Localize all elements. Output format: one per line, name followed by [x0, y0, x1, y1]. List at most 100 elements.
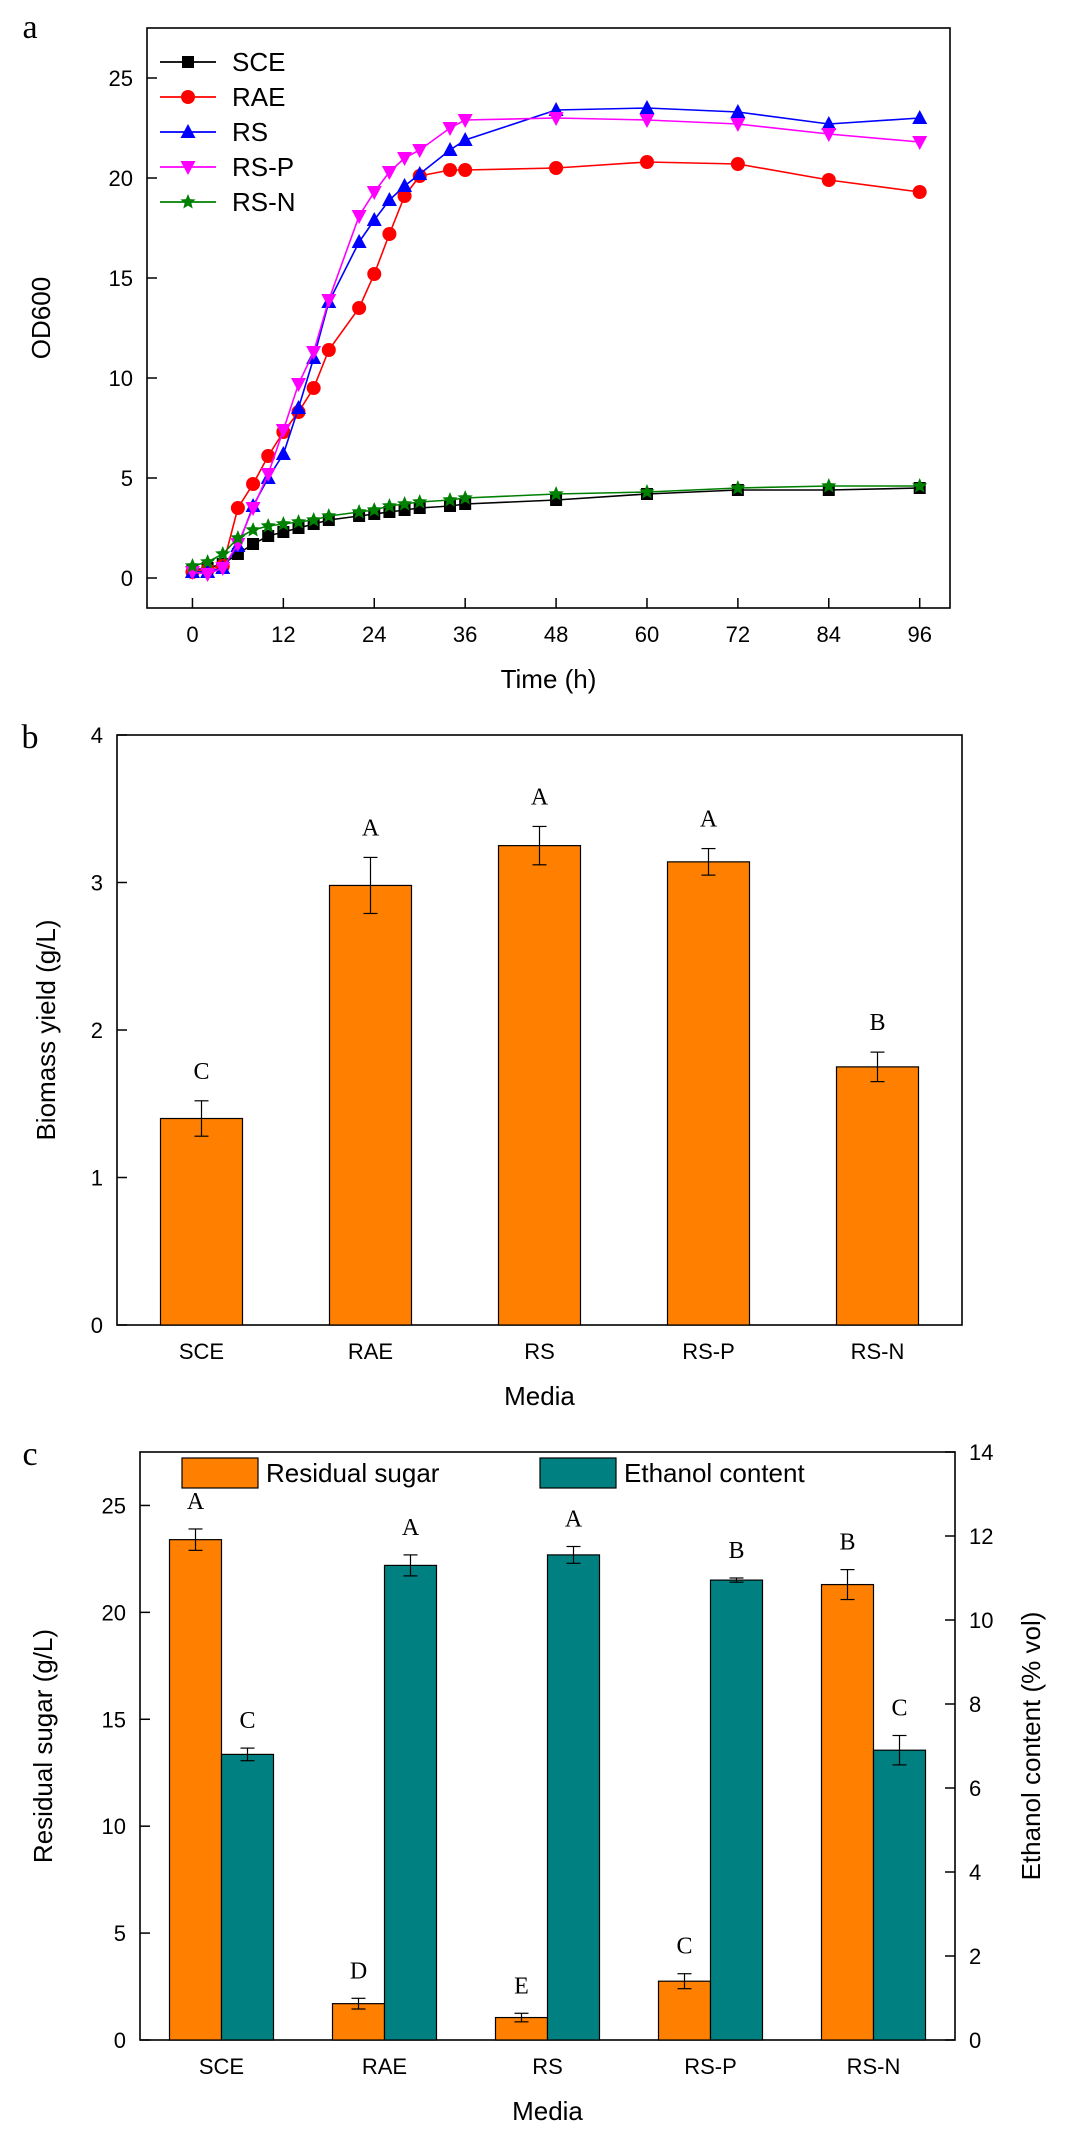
data-point-RAE: [730, 157, 745, 171]
data-point-RS-N: [230, 530, 246, 545]
x-tick-label: RS: [524, 1339, 555, 1364]
significance-letter: A: [187, 1489, 205, 1515]
x-tick-label: 96: [907, 622, 931, 647]
data-point-RS-P: [457, 114, 473, 128]
significance-letter: A: [565, 1507, 583, 1533]
y-tick-label: 20: [102, 1600, 126, 1625]
legend-label: RS-N: [232, 187, 296, 217]
significance-letter: B: [869, 1010, 885, 1036]
bar-SCE: [159, 1117, 244, 1326]
legend-label: SCE: [232, 47, 285, 77]
y-right-tick-label: 12: [969, 1524, 993, 1549]
data-point-RS: [912, 110, 928, 124]
y-tick-label: 0: [121, 566, 133, 591]
significance-letter: D: [350, 1958, 367, 1984]
y-tick-label: 15: [109, 266, 133, 291]
y-right-tick-label: 8: [969, 1692, 981, 1717]
y-tick-label: 3: [91, 871, 103, 896]
x-tick-label: 0: [186, 622, 198, 647]
data-point-RS-P: [912, 136, 928, 150]
y-right-tick-label: 2: [969, 1944, 981, 1969]
data-point-RS-N: [366, 502, 382, 517]
series-line-RS-N: [192, 485, 920, 567]
data-point-RAE: [397, 189, 412, 203]
y-tick-label: 25: [109, 66, 133, 91]
significance-letter: C: [891, 1696, 907, 1722]
x-tick-label: 24: [362, 622, 386, 647]
data-point-RS-P: [321, 294, 337, 308]
data-point-RS-P: [821, 128, 837, 142]
data-point-RS: [291, 400, 307, 414]
bar-residual-sugar-RS-N: [820, 1583, 875, 2041]
legend-marker: [180, 194, 196, 209]
data-point-RAE: [458, 163, 473, 177]
significance-letter: C: [676, 1934, 692, 1960]
data-point-RAE: [639, 155, 654, 169]
data-point-RS: [730, 104, 746, 118]
significance-letter: B: [728, 1538, 744, 1564]
panel-a-label: a: [22, 9, 37, 46]
x-tick-label: SCE: [199, 2054, 244, 2079]
y-axis-label: Biomass yield (g/L): [31, 919, 61, 1140]
x-tick-label: 84: [817, 622, 841, 647]
data-point-RS-N: [639, 484, 655, 499]
bar-RS-P: [666, 861, 751, 1326]
data-point-RS-N: [821, 478, 837, 493]
data-point-RS-P: [275, 424, 291, 438]
series-line-RS-P: [192, 117, 920, 575]
data-point-RS-P: [245, 502, 261, 516]
data-point-RS-N: [442, 492, 458, 507]
bar-RAE: [328, 884, 413, 1326]
data-point-RAE: [321, 343, 336, 357]
data-point-RS-P: [412, 144, 428, 158]
data-point-RAE: [306, 381, 321, 395]
legend-marker: [182, 56, 194, 68]
y-right-tick-label: 4: [969, 1860, 981, 1885]
significance-letter: B: [839, 1530, 855, 1556]
data-point-RS-N: [912, 478, 928, 493]
significance-letter: A: [362, 815, 380, 841]
data-point-RAE: [261, 449, 276, 463]
y-right-tick-label: 6: [969, 1776, 981, 1801]
y-tick-label: 20: [109, 166, 133, 191]
data-point-RAE: [821, 173, 836, 187]
data-point-RS-P: [397, 152, 413, 166]
data-point-RS: [457, 132, 473, 146]
x-tick-label: RS-N: [847, 2054, 901, 2079]
y-tick-label: 2: [91, 1018, 103, 1043]
data-point-RS-P: [260, 468, 276, 482]
data-point-RAE: [367, 267, 382, 281]
series-line-SCE: [192, 487, 920, 571]
legend-marker: [180, 124, 196, 138]
y-tick-label: 10: [102, 1814, 126, 1839]
data-point-RAE: [246, 477, 261, 491]
data-point-RS-P: [366, 186, 382, 200]
significance-letter: A: [700, 807, 718, 833]
x-axis-label: Media: [504, 1381, 575, 1411]
significance-letter: A: [402, 1515, 420, 1541]
panel-c-label: c: [22, 1436, 37, 1473]
data-point-RS-N: [412, 494, 428, 509]
y-right-tick-label: 14: [969, 1440, 993, 1465]
data-point-RAE: [382, 227, 397, 241]
legend-swatch: [181, 1457, 259, 1489]
y-axis-label: OD600: [26, 277, 56, 359]
data-point-RS-N: [275, 516, 291, 531]
x-tick-label: 72: [726, 622, 750, 647]
y-right-tick-label: 10: [969, 1608, 993, 1633]
bar-ethanol-content-RS: [546, 1554, 601, 2041]
x-tick-label: 60: [635, 622, 659, 647]
data-point-RS-P: [381, 166, 397, 180]
legend-marker: [180, 161, 196, 175]
data-point-RS-N: [260, 518, 276, 533]
y-tick-label: 0: [114, 2028, 126, 2053]
data-point-RS-N: [381, 498, 397, 513]
data-point-RS: [275, 446, 291, 460]
data-point-RS-N: [730, 480, 746, 495]
y-tick-label: 10: [109, 366, 133, 391]
data-point-RS: [442, 142, 458, 156]
significance-letter: C: [193, 1059, 209, 1085]
data-point-RS: [381, 192, 397, 206]
x-tick-label: 12: [271, 622, 295, 647]
